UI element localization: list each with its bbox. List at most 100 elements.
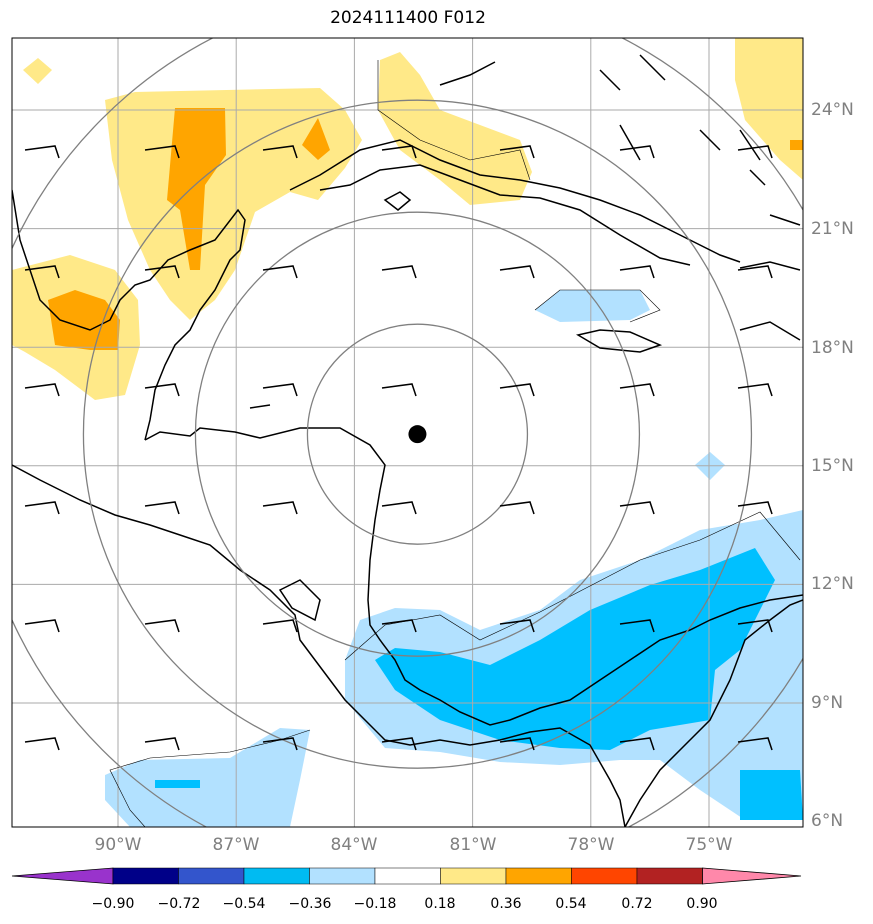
map-panel: 24°N 21°N 18°N 15°N 12°N 9°N 6°N 90°W 87… <box>11 37 854 855</box>
colorbar-tick-label: −0.54 <box>223 896 266 912</box>
colorbar-arrow-left <box>11 867 114 885</box>
blue-area-sw <box>155 780 200 788</box>
coast-cuba <box>289 139 741 263</box>
lon-label: 81°W <box>450 835 497 855</box>
lat-label: 21°N <box>811 219 854 239</box>
coast-honduras-bay <box>249 404 271 409</box>
wind-barb-icon <box>144 383 180 397</box>
range-ring <box>194 211 641 657</box>
colorbar-cell <box>505 867 572 885</box>
wind-barb-icon <box>737 501 773 515</box>
wind-barb-icon <box>24 145 60 159</box>
map-frame <box>11 37 804 828</box>
coast-bahamas-3 <box>619 124 641 161</box>
colorbar-tick-label: 0.72 <box>621 896 652 912</box>
coast-lake-nicaragua <box>278 579 321 622</box>
lat-label: 24°N <box>811 100 854 120</box>
wind-barb-icon <box>144 145 180 159</box>
wind-barb-icon <box>381 501 417 515</box>
yellow-area-north <box>378 52 532 205</box>
coast-east-2 <box>739 321 801 341</box>
colorbar-cell <box>571 867 638 885</box>
lat-label: 18°N <box>811 338 854 358</box>
orange-area-ne <box>790 140 803 150</box>
colorbar-tick-label: −0.18 <box>354 896 397 912</box>
colorbar-cell <box>374 867 441 885</box>
wind-barb-icon <box>381 737 417 751</box>
wind-barb-icon <box>737 737 773 751</box>
wind-barb-icon <box>24 265 60 279</box>
wind-barbs <box>24 145 773 751</box>
wind-barb-icon <box>619 383 655 397</box>
coast-bahamas-5 <box>739 129 761 161</box>
wind-barb-icon <box>381 145 417 159</box>
lat-lon-grid <box>12 38 803 827</box>
lon-label: 78°W <box>568 835 615 855</box>
colorbar-cell <box>243 867 310 885</box>
wind-barb-icon <box>381 383 417 397</box>
yellow-area-ne <box>735 38 803 180</box>
colorbar-tick-label: −0.90 <box>92 896 135 912</box>
range-ring <box>82 99 753 769</box>
wind-barb-icon <box>144 619 180 633</box>
wind-barb-icon <box>737 145 773 159</box>
coast-jamaica <box>575 329 663 353</box>
orange-area-nw <box>167 108 226 270</box>
lat-label: 9°N <box>811 693 843 713</box>
blue-area-south <box>375 548 775 750</box>
wind-barb-icon <box>737 383 773 397</box>
coast-isle-of-youth <box>383 191 412 211</box>
lat-label: 15°N <box>811 456 854 476</box>
wind-barb-icon <box>619 265 655 279</box>
lightblue-area-sw <box>105 728 310 827</box>
wind-barb-icon <box>381 265 417 279</box>
wind-barb-icon <box>144 501 180 515</box>
wind-barb-icon <box>499 501 535 515</box>
yellow-area-nw <box>105 88 362 320</box>
wind-barb-icon <box>737 265 773 279</box>
wind-barb-icon <box>737 619 773 633</box>
wind-barb-icon <box>262 265 298 279</box>
coast-bahamas-2 <box>639 54 666 81</box>
lat-label: 6°N <box>811 811 843 831</box>
wind-barb-icon <box>24 619 60 633</box>
latitude-labels: 24°N 21°N 18°N 15°N 12°N 9°N 6°N <box>811 100 854 831</box>
coast-florida-keys <box>439 61 496 86</box>
coast-east-1 <box>769 214 801 226</box>
wind-barb-icon <box>619 737 655 751</box>
wind-barb-icon <box>499 737 535 751</box>
yellow-dot-nw <box>23 58 52 84</box>
colorbar-cell <box>309 867 376 885</box>
wind-barb-icon <box>144 265 180 279</box>
wind-barb-icon <box>262 145 298 159</box>
coast-bahamas-4 <box>699 129 721 151</box>
wind-barb-icon <box>262 383 298 397</box>
coast-bahamas-1 <box>599 69 621 91</box>
colorbar-tick-label: 0.36 <box>490 896 521 912</box>
storm-center-marker <box>408 425 427 444</box>
wind-barb-icon <box>144 737 180 751</box>
colorbar-tick-label: −0.72 <box>158 896 201 912</box>
lightblue-area-cuba <box>535 290 650 322</box>
coast-ne-island <box>749 169 766 186</box>
wind-barb-icon <box>262 619 298 633</box>
coast-pacific <box>12 464 626 827</box>
positive-anomaly-shading <box>12 38 803 400</box>
colorbar-tick-label: 0.90 <box>686 896 717 912</box>
lon-label: 87°W <box>213 835 260 855</box>
wind-barb-icon <box>499 265 535 279</box>
colorbar: −0.90 −0.72 −0.54 −0.36 −0.18 0.18 0.36 … <box>11 867 802 912</box>
lon-label: 75°W <box>686 835 733 855</box>
orange-area-west <box>48 290 120 350</box>
wind-barb-icon <box>24 737 60 751</box>
range-rings <box>12 38 803 827</box>
coast-central-america-north <box>144 427 803 726</box>
lon-label: 84°W <box>331 835 378 855</box>
colorbar-cell <box>636 867 703 885</box>
lat-label: 12°N <box>811 574 854 594</box>
coast-hispaniola <box>739 261 801 271</box>
colorbar-cell <box>178 867 245 885</box>
wind-barb-icon <box>619 501 655 515</box>
longitude-labels: 90°W 87°W 84°W 81°W 78°W 75°W <box>95 835 733 855</box>
colorbar-arrow-right <box>702 867 802 885</box>
